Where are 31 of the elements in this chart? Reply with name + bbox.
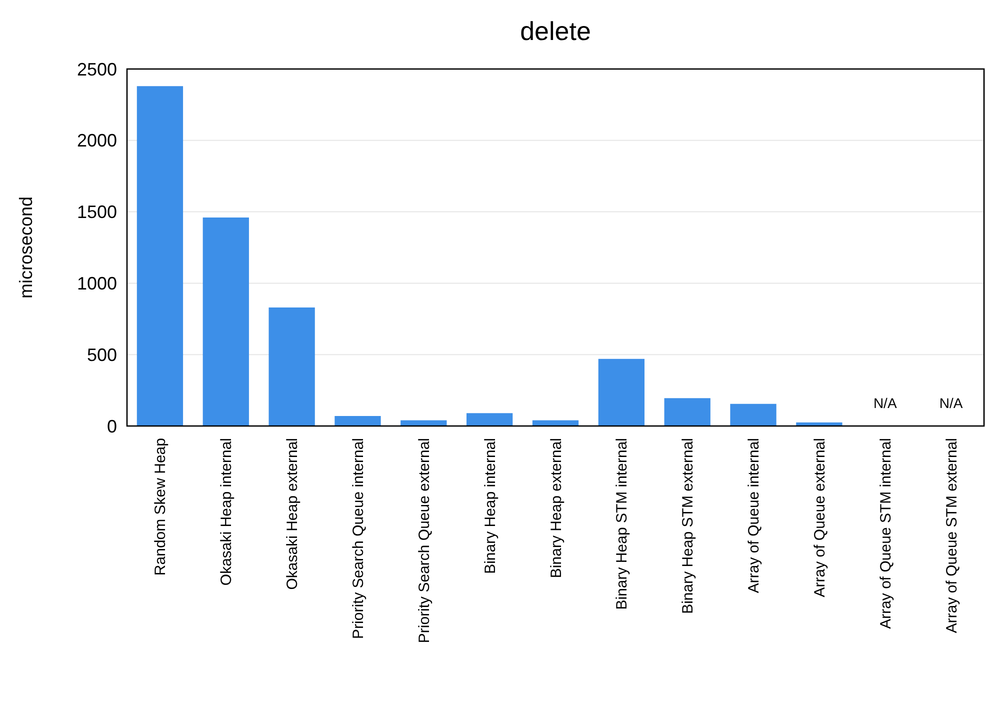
y-tick-label: 1500 <box>76 202 117 222</box>
x-tick-label: Array of Queue STM internal <box>877 438 894 629</box>
x-tick-label: Random Skew Heap <box>152 438 170 576</box>
bar <box>598 358 644 426</box>
x-tick-label: Okasaki Heap internal <box>218 438 236 586</box>
x-tick-label: Okasaki Heap external <box>284 438 302 590</box>
x-tick-label: Binary Heap internal <box>482 438 499 574</box>
x-tick-label: Array of Queue STM external <box>943 438 960 634</box>
x-tick-label: Binary Heap external <box>548 438 565 578</box>
bar <box>730 404 776 426</box>
x-tick-label: Priority Search Queue external <box>416 438 433 644</box>
y-tick-label: 2500 <box>76 59 117 80</box>
bar <box>466 413 513 426</box>
bar <box>202 218 249 426</box>
chart-title: delete <box>520 16 591 46</box>
text: N/A <box>873 395 897 411</box>
text: N/A <box>939 395 963 411</box>
y-tick-label: 1000 <box>76 274 117 294</box>
x-tick-label: Binary Heap STM external <box>680 438 697 614</box>
x-tick-label: Priority Search Queue internal <box>350 438 367 639</box>
bar <box>334 416 381 426</box>
bar <box>136 86 184 426</box>
y-tick-label: 0 <box>106 416 117 436</box>
bar <box>664 398 710 426</box>
x-tick-label: Binary Heap STM internal <box>614 438 631 610</box>
y-tick-label: 500 <box>86 344 117 365</box>
x-tick-label: Array of Queue internal <box>746 438 763 594</box>
y-tick-label: 2000 <box>76 130 117 151</box>
bar <box>268 307 315 426</box>
x-tick-label: Array of Queue external <box>811 438 828 598</box>
y-axis-title: microsecond <box>16 196 36 299</box>
